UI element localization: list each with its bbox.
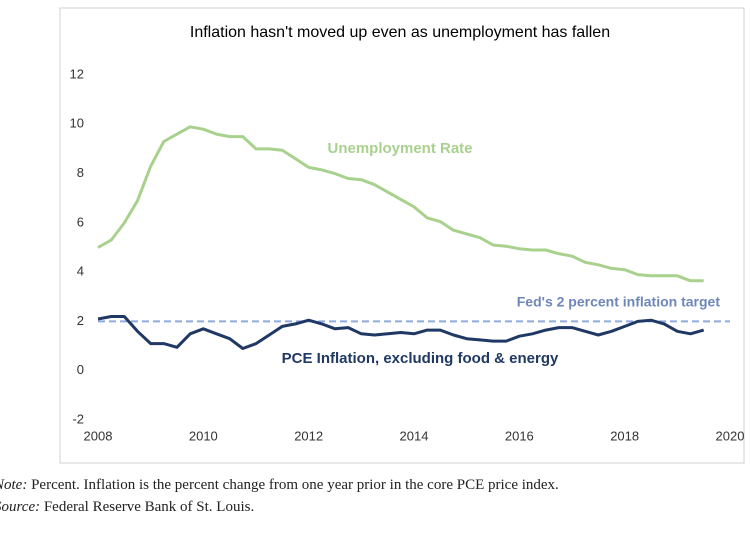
y-tick-label: 10: [70, 116, 84, 131]
note-line: Source: Federal Reserve Bank of St. Loui…: [0, 496, 559, 518]
chart-title: Inflation hasn't moved up even as unempl…: [190, 24, 610, 41]
note-text: Percent. Inflation is the percent change…: [31, 477, 559, 493]
x-tick-label: 2010: [189, 428, 218, 443]
y-tick-label: 4: [77, 264, 84, 279]
y-tick-label: 0: [77, 362, 84, 377]
series-label: Unemployment Rate: [327, 140, 472, 157]
chart: Inflation hasn't moved up even as unempl…: [59, 7, 745, 464]
note-line: Note: Percent. Inflation is the percent …: [0, 474, 559, 496]
series-line: [97, 315, 705, 350]
x-tick-label: 2020: [716, 428, 745, 443]
target-label: Fed's 2 percent inflation target: [517, 294, 721, 310]
y-tick-label: 12: [70, 66, 84, 81]
y-tick-label: 6: [77, 214, 84, 229]
series-line: [97, 125, 704, 283]
x-tick-label: 2016: [505, 428, 534, 443]
x-tick-label: 2014: [400, 428, 429, 443]
y-tick-label: 2: [77, 313, 84, 328]
y-tick-label: 8: [77, 165, 84, 180]
x-tick-label: 2012: [294, 428, 323, 443]
series-label: PCE Inflation, excluding food & energy: [282, 350, 559, 367]
note-label: Source:: [0, 499, 41, 515]
note-text: Federal Reserve Bank of St. Louis.: [43, 499, 255, 515]
chart-frame: [59, 7, 745, 464]
y-tick-label: -2: [72, 411, 84, 426]
x-tick-label: 2018: [610, 428, 639, 443]
note-label: Note:: [0, 477, 28, 493]
x-tick-label: 2008: [84, 428, 113, 443]
notes: Note: Percent. Inflation is the percent …: [0, 474, 559, 518]
